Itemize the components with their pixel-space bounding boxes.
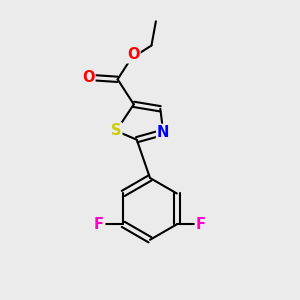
Text: N: N — [157, 125, 170, 140]
Text: F: F — [94, 217, 104, 232]
Text: O: O — [82, 70, 94, 86]
Text: F: F — [196, 217, 206, 232]
Text: S: S — [111, 123, 122, 138]
Text: O: O — [127, 47, 140, 62]
